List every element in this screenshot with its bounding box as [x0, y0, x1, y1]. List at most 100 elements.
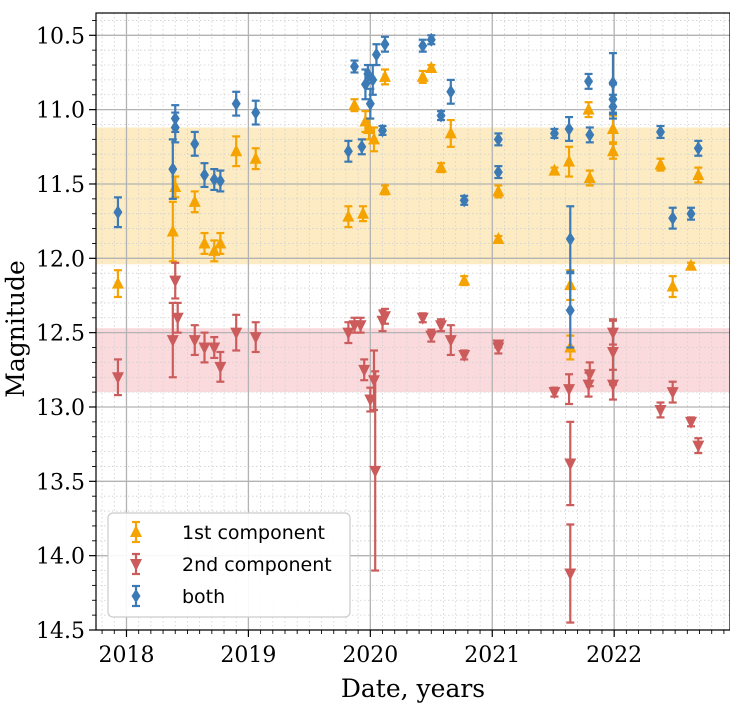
x-axis-label: Date, years: [341, 674, 485, 703]
legend-marker: [130, 525, 142, 537]
legend-marker: [131, 589, 141, 603]
data-point: [459, 193, 469, 208]
data-point: [214, 236, 227, 249]
data-point: [111, 372, 124, 385]
data-point: [354, 320, 367, 333]
legend-label: both: [182, 586, 225, 608]
data-point: [606, 379, 619, 392]
x-tick-label: 2022: [586, 643, 642, 668]
data-point: [606, 121, 619, 134]
axis-tick-labels: 2018 2019 2020 2021 2022 10.5 11.0 11.5 12.0 12.5…: [36, 24, 642, 668]
y-axis-label: Magnitude: [1, 260, 30, 398]
x-tick-label: 2021: [464, 643, 520, 668]
data-point: [111, 276, 124, 289]
data-point: [357, 139, 367, 154]
data-point: [684, 416, 697, 429]
x-tick-label: 2018: [98, 643, 154, 668]
data-point: [446, 84, 456, 99]
data-point: [565, 231, 575, 246]
data-point: [113, 205, 123, 220]
y-tick-label: 10.5: [36, 24, 85, 49]
data-point: [435, 160, 448, 173]
y-tick-label: 14.0: [36, 545, 85, 570]
data-point: [249, 151, 262, 164]
data-point: [585, 127, 595, 142]
data-point: [342, 209, 355, 222]
y-tick-label: 11.5: [36, 173, 85, 198]
data-point: [666, 387, 679, 400]
data-point: [654, 404, 667, 417]
data-point: [188, 194, 201, 207]
data-point: [418, 38, 428, 53]
data-point: [367, 132, 380, 145]
data-point: [426, 32, 436, 47]
data-point: [214, 361, 227, 374]
data-point: [378, 123, 388, 138]
series-2nd-component: [111, 261, 705, 624]
y-tick-label: 11.0: [36, 99, 85, 124]
y-tick-label: 13.5: [36, 470, 85, 495]
data-point: [215, 174, 225, 189]
data-point: [492, 339, 505, 352]
band-2: [96, 328, 730, 393]
data-point: [458, 349, 471, 362]
x-tick-label: 2019: [220, 643, 276, 668]
data-point: [564, 568, 577, 581]
y-tick-label: 14.5: [36, 619, 85, 644]
data-point: [582, 102, 595, 115]
data-point: [249, 332, 262, 345]
data-point: [584, 74, 594, 89]
legend-marker: [130, 559, 142, 571]
data-point: [444, 335, 457, 348]
data-point: [548, 163, 561, 176]
data-point: [563, 154, 576, 167]
data-point: [608, 99, 618, 114]
data-point: [493, 165, 503, 180]
data-marks: [111, 32, 705, 624]
data-point: [363, 121, 376, 134]
data-point: [367, 375, 380, 388]
plot-frame: [95, 12, 730, 631]
data-point: [230, 144, 243, 157]
data-point: [358, 364, 371, 377]
legend: 1st component 2nd component both: [107, 512, 351, 618]
data-point: [436, 108, 446, 123]
band-1: [96, 127, 730, 265]
data-point: [251, 105, 261, 120]
data-point: [564, 458, 577, 471]
data-point: [198, 342, 211, 355]
y-tick-label: 12.5: [36, 322, 85, 347]
data-point: [692, 440, 705, 453]
data-point: [171, 312, 184, 325]
data-point: [365, 96, 375, 111]
data-point: [348, 98, 361, 111]
data-point: [684, 258, 697, 271]
data-point: [692, 168, 705, 181]
data-point: [200, 168, 210, 183]
data-point: [170, 120, 180, 135]
data-point: [416, 312, 429, 325]
data-point: [693, 141, 703, 156]
data-point: [343, 144, 353, 159]
data-point: [371, 47, 381, 62]
y-tick-label: 13.0: [36, 396, 85, 421]
legend-label: 1st component: [182, 522, 325, 544]
legend-label: 2nd component: [182, 554, 332, 576]
data-point: [492, 231, 505, 244]
data-point: [209, 172, 219, 187]
data-point: [435, 320, 448, 333]
data-point: [564, 121, 574, 136]
data-point: [231, 96, 241, 111]
data-point: [416, 69, 429, 82]
data-point: [686, 206, 696, 221]
data-point: [549, 126, 559, 141]
data-point: [458, 273, 471, 286]
data-point: [425, 330, 438, 343]
data-point: [654, 157, 667, 170]
data-point: [208, 342, 221, 355]
reference-bands: [96, 127, 730, 393]
data-point: [368, 72, 378, 87]
data-point: [188, 335, 201, 348]
data-point: [606, 144, 619, 157]
